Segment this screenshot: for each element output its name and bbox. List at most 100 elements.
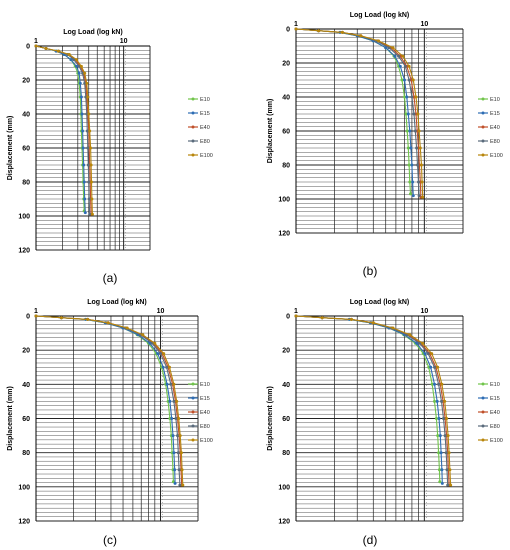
legend-marker-e40-d xyxy=(481,410,485,414)
legend-marker-e100-a xyxy=(191,153,195,157)
data-point-e100-a xyxy=(90,212,94,216)
data-point-e15-b xyxy=(406,112,410,116)
data-point-e80-a xyxy=(83,81,87,85)
y-axis-label-b: Displacement (mm) xyxy=(267,99,274,164)
data-point-e80-d xyxy=(442,417,445,420)
y-axis-label-c: Displacement (mm) xyxy=(7,386,14,451)
data-point-e15-a xyxy=(83,211,87,215)
legend-marker-e10-b xyxy=(481,97,485,101)
data-point-e80-b xyxy=(410,95,414,99)
data-point-e15-c xyxy=(171,434,175,438)
panel-a: Log Load (log kN)1 10020406080100120Displ… xyxy=(7,29,213,255)
data-point-e100-d xyxy=(447,451,451,455)
legend-label-e15-d: E15 xyxy=(490,396,500,402)
data-point-e100-d xyxy=(446,434,450,438)
legend-label-e40-c: E40 xyxy=(200,410,210,416)
data-point-e10-b xyxy=(406,146,410,150)
legend-marker-e80-c xyxy=(191,424,195,428)
data-point-e80-b xyxy=(412,112,416,116)
data-point-e80-d xyxy=(445,468,449,472)
panel-c: Log Load (log kN)1 10020406080100120Displ… xyxy=(7,299,213,526)
data-point-e100-c xyxy=(153,341,157,345)
legend-marker-e15-a xyxy=(191,111,195,115)
data-point-e100-b xyxy=(294,27,298,31)
legend-marker-e80-d xyxy=(481,424,485,428)
data-point-e15-a xyxy=(69,58,73,62)
series-line-e15-c xyxy=(35,315,176,484)
data-point-e80-a xyxy=(86,163,90,167)
series-line-e100-c xyxy=(35,315,184,486)
data-point-e80-c xyxy=(159,352,162,356)
data-point-e15-a xyxy=(81,146,85,150)
data-point-e80-a xyxy=(81,71,85,75)
data-point-e100-c xyxy=(181,483,185,487)
data-point-e15-a xyxy=(80,112,84,116)
x-tick-label-c: 1 xyxy=(34,308,38,315)
legend-label-e80-c: E80 xyxy=(200,424,210,430)
data-point-e10-d xyxy=(434,417,438,420)
data-point-e100-b xyxy=(418,146,422,150)
data-point-e15-a xyxy=(78,81,82,85)
y-tick-label-a: 100 xyxy=(18,214,30,221)
data-point-e100-b xyxy=(401,54,405,58)
data-point-e100-a xyxy=(90,197,94,201)
data-point-e100-c xyxy=(180,468,184,472)
data-point-e15-c xyxy=(173,481,177,485)
data-point-e80-d xyxy=(433,365,436,369)
data-point-e80-d xyxy=(437,382,441,386)
legend-marker-e40-b xyxy=(481,125,485,129)
y-tick-label-b: 40 xyxy=(282,95,290,102)
x-tick-label-b: 1 xyxy=(294,21,298,28)
legend-marker-e100-b xyxy=(481,153,485,157)
y-tick-label-d: 40 xyxy=(282,382,290,389)
data-point-e80-c xyxy=(176,434,179,438)
data-point-e100-b xyxy=(411,78,415,82)
y-tick-label-c: 100 xyxy=(18,484,30,491)
y-tick-label-c: 120 xyxy=(18,519,30,526)
data-point-e100-a xyxy=(79,64,83,68)
data-point-e100-b xyxy=(420,180,424,184)
data-point-e80-c xyxy=(176,451,180,455)
y-tick-label-d: 20 xyxy=(282,348,290,355)
series-line-e100-b xyxy=(295,28,424,198)
data-point-e100-a xyxy=(89,163,93,167)
legend-label-e100-c: E100 xyxy=(200,438,213,444)
data-point-e10-b xyxy=(405,129,409,133)
series-line-e40-b xyxy=(295,28,422,198)
data-point-e100-d xyxy=(430,352,434,356)
data-point-e100-b xyxy=(414,95,418,99)
data-point-e15-d xyxy=(439,451,443,455)
legend-label-e10-a: E10 xyxy=(200,97,210,103)
data-point-e10-b xyxy=(407,163,411,167)
data-point-e15-d xyxy=(440,481,444,485)
panel-b: Log Load (log kN)1 10020406080100120Displ… xyxy=(267,12,503,238)
data-point-e15-b xyxy=(411,194,415,198)
legend-label-e15-b: E15 xyxy=(490,111,500,117)
data-point-e15-d xyxy=(433,382,436,386)
legend-label-e15-a: E15 xyxy=(200,111,210,117)
legend-marker-e15-c xyxy=(191,396,195,400)
y-tick-label-a: 80 xyxy=(22,180,30,187)
data-point-e80-c xyxy=(177,468,181,472)
data-point-e100-d xyxy=(349,317,353,321)
data-point-e100-b xyxy=(317,29,321,33)
data-point-e80-b xyxy=(417,194,421,198)
data-point-e15-b xyxy=(398,64,402,68)
chart-title-d: Log Load (log kN) xyxy=(350,299,410,306)
data-point-e15-c xyxy=(156,352,160,356)
data-point-e100-a xyxy=(83,71,87,75)
data-point-e100-d xyxy=(371,321,375,325)
data-point-e80-c xyxy=(165,365,169,369)
panel-label-d: (d) xyxy=(363,533,378,547)
data-point-e15-a xyxy=(77,71,81,75)
data-point-e10-b xyxy=(409,192,412,196)
data-point-e100-d xyxy=(421,341,425,345)
legend-marker-e40-a xyxy=(191,125,195,129)
x-tick-label-d: 10 xyxy=(420,308,428,315)
data-point-e80-d xyxy=(418,341,422,345)
data-point-e15-a xyxy=(79,95,83,99)
data-point-e15-b xyxy=(409,146,413,150)
data-point-e10-b xyxy=(400,78,404,82)
series-line-e40-c xyxy=(35,315,183,486)
legend-marker-e80-b xyxy=(481,139,485,143)
